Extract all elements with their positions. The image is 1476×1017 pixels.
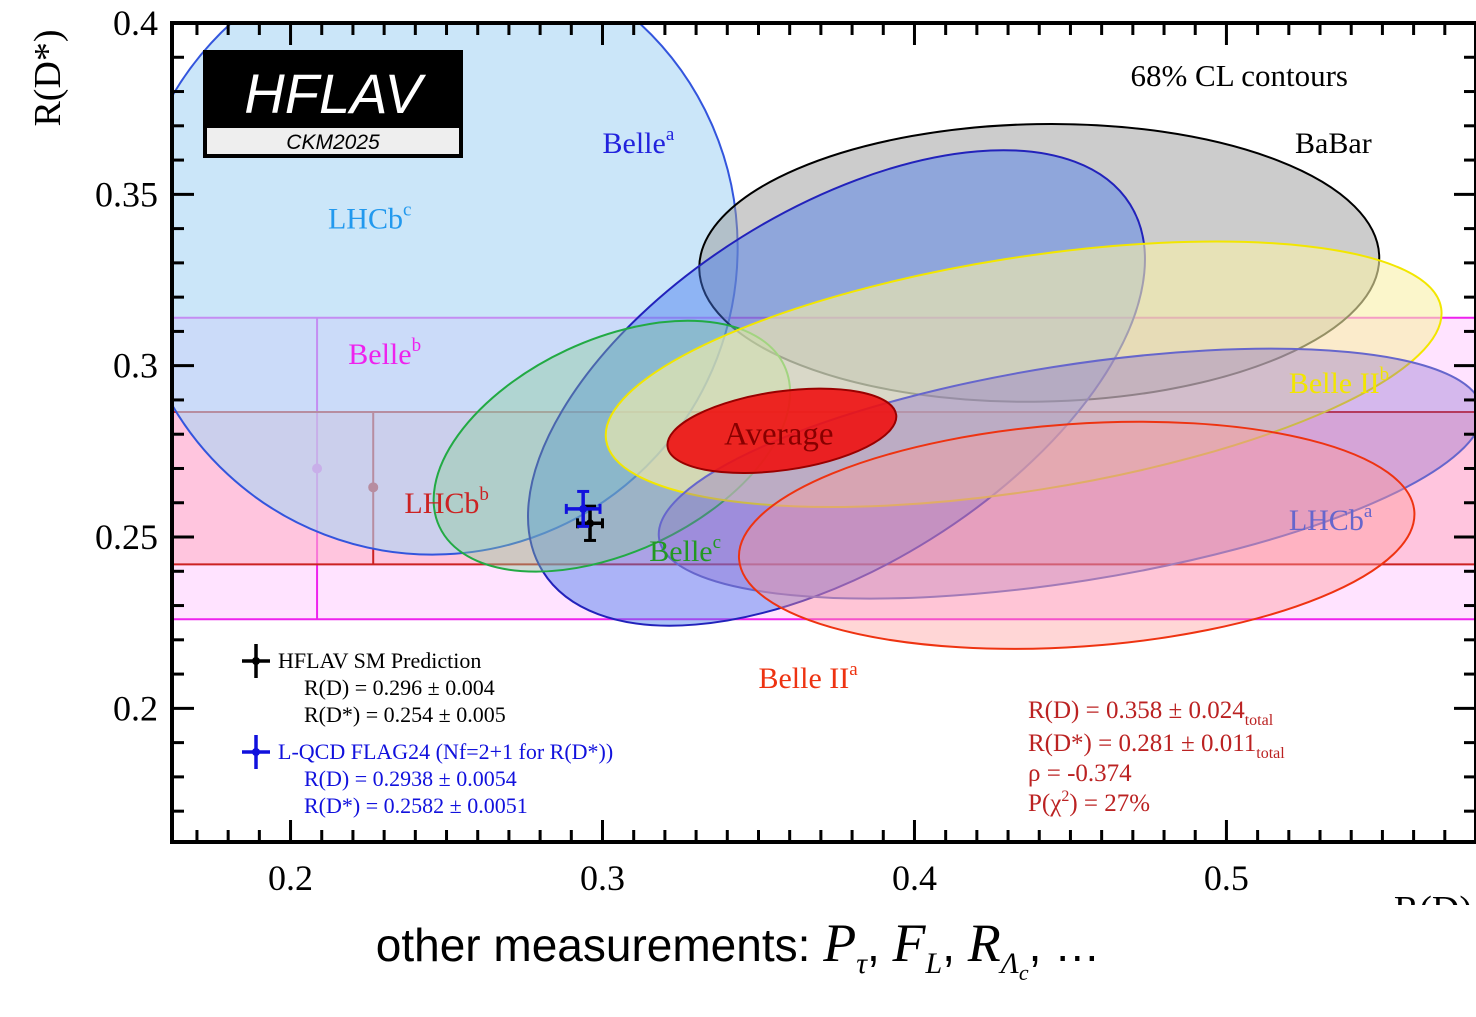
y-tick-label: 0.3	[113, 346, 158, 386]
plot-border	[170, 21, 1476, 844]
legend-line1: R(D) = 0.296 ± 0.004	[304, 675, 495, 700]
caption-f-l: FL	[892, 913, 943, 980]
ellipse-belle-ii-a	[737, 420, 1416, 650]
legend-marker-dot	[252, 748, 260, 756]
chart: 0.2 0.3 0.4 0.5 0.2 0.25 0.3 0.35 0.4 R(D) R(D*) H…	[27, 3, 1476, 905]
y-tick-label: 0.2	[113, 688, 158, 728]
x-tick-label: 0.2	[268, 858, 313, 898]
x-tick-label: 0.5	[1204, 858, 1249, 898]
plot-area	[172, 23, 1476, 650]
label-belle-c: Bellec	[649, 532, 721, 568]
logo-subtitle: CKM2025	[286, 131, 380, 154]
label-belle-a: Bellea	[603, 124, 675, 160]
x-tick-label: 0.4	[892, 858, 937, 898]
caption: other measurements: Pτ, FL, RΛc, …	[375, 913, 1101, 985]
caption-p-tau: Pτ	[823, 913, 867, 980]
annotations: HFLAV CKM2025 68% CL contours LHCbc BaBar Bel…	[203, 50, 1389, 818]
legend-line1: R(D) = 0.2938 ± 0.0054	[304, 766, 517, 791]
caption-r-lambda-c: RΛc	[967, 913, 1029, 985]
average-rho: ρ = -0.374	[1028, 760, 1132, 787]
legend-label: HFLAV SM Prediction	[278, 648, 481, 673]
logo-title: HFLAV	[244, 62, 426, 125]
y-axis-title: R(D*)	[27, 29, 69, 126]
label-belle-b: Belleb	[348, 335, 421, 371]
axes-frame: 0.2 0.3 0.4 0.5 0.2 0.25 0.3 0.35 0.4 R(D) R(D*)	[27, 3, 1476, 905]
caption-ellipsis: …	[1054, 919, 1101, 971]
caption-prefix: other measurements:	[375, 919, 811, 971]
point-lqcd-flag24	[564, 489, 602, 528]
x-tick-label: 0.3	[580, 858, 625, 898]
y-tick-label: 0.25	[95, 517, 158, 557]
label-lhcb-a: LHCba	[1289, 501, 1373, 537]
label-belle-ii-b: Belle IIb	[1289, 364, 1389, 400]
y-tick-label: 0.35	[95, 174, 158, 214]
label-lhcb-c: LHCbc	[328, 200, 411, 236]
label-belle-ii-a: Belle IIa	[758, 659, 858, 695]
hflav-logo: HFLAV CKM2025	[203, 50, 463, 158]
average-rd: R(D) = 0.358 ± 0.024total	[1028, 697, 1274, 729]
label-average: Average	[724, 416, 833, 452]
point-marker	[579, 504, 588, 513]
legend-label: L-QCD FLAG24 (Nf=2+1 for R(D*))	[278, 739, 613, 764]
ellipse-average	[666, 387, 898, 474]
y-tick-label: 0.4	[113, 3, 158, 43]
legend-line2: R(D*) = 0.2582 ± 0.0051	[304, 793, 528, 818]
label-lhcb-b: LHCbb	[404, 484, 489, 520]
legend-entry-lqcd-flag24: L-QCD FLAG24 (Nf=2+1 for R(D*))R(D) = 0.…	[242, 735, 613, 818]
average-pchi2: P(χ2) = 27%	[1028, 788, 1150, 817]
logo-subbox	[207, 128, 459, 154]
x-axis-title: R(D)	[1394, 889, 1472, 905]
legend-line2: R(D*) = 0.254 ± 0.005	[304, 702, 506, 727]
label-babar: BaBar	[1295, 127, 1372, 160]
average-rds: R(D*) = 0.281 ± 0.011total	[1028, 730, 1285, 762]
legend-marker-dot	[252, 657, 260, 665]
contour-note: 68% CL contours	[1130, 58, 1348, 93]
